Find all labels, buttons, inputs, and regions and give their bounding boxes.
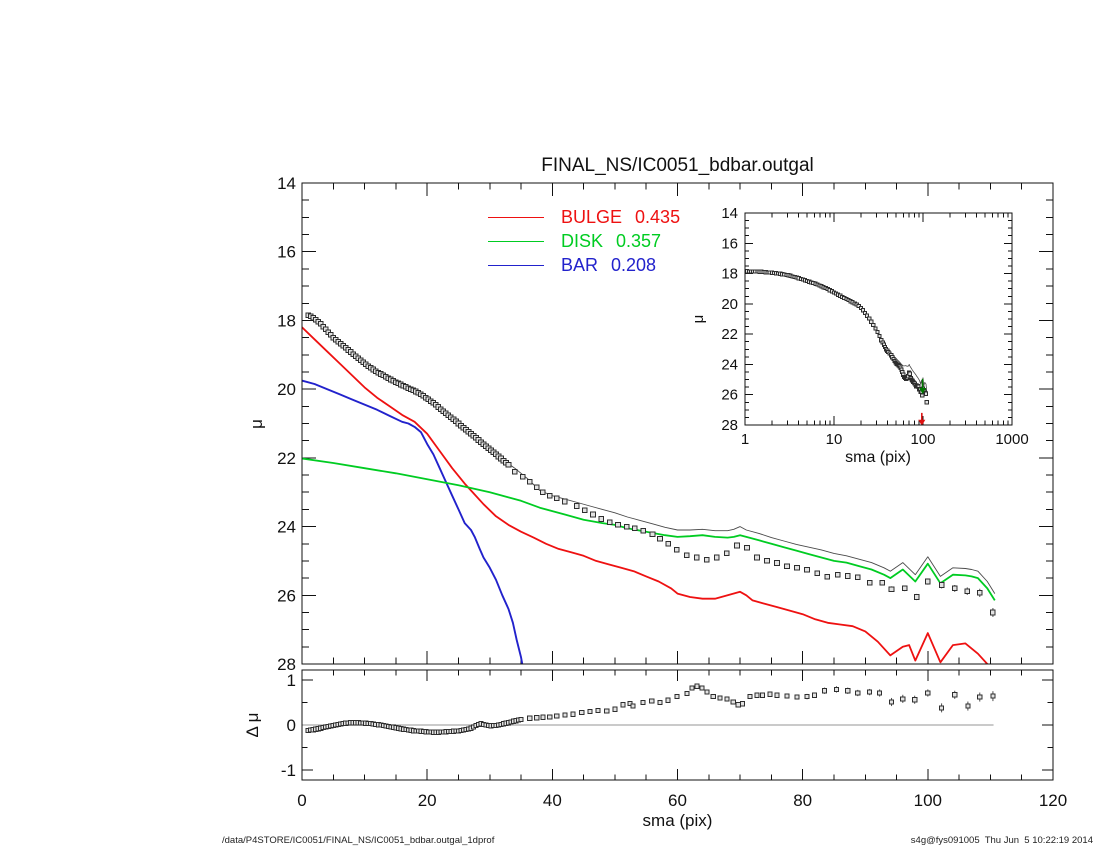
axis-text: 28: [277, 655, 296, 674]
legend-value-bar: 0.208: [611, 254, 657, 275]
bar-line-swatch: [488, 264, 544, 266]
axis-text: 20: [418, 791, 437, 810]
residual-tick-labels: 10-10 20 40 60 80 100 120: [281, 671, 1067, 810]
residual-y-axis-label: Δ μ: [243, 713, 262, 738]
main-series: [302, 312, 996, 664]
axis-text: 24: [721, 356, 738, 373]
bulge-line-swatch: [488, 217, 544, 219]
disk-line-swatch: [488, 241, 544, 243]
axis-text: 10: [826, 431, 843, 448]
legend-row-bulge: BULGE 0.435: [488, 206, 680, 230]
inset-plot-area: 14 16 18 20 22 24 26 281 10 100 1000 sma (pix) μ: [690, 205, 1029, 466]
axis-text: -1: [281, 761, 296, 780]
inset-tick-labels: 14 16 18 20 22 24 26 281 10 100 1000: [721, 205, 1028, 448]
axis-text: 80: [793, 791, 812, 810]
axis-text: 16: [277, 243, 296, 262]
residual-series: [302, 683, 996, 735]
down-arrow-icon: [919, 387, 927, 394]
axis-text: 100: [914, 791, 942, 810]
shared-x-axis-label: sma (pix): [643, 811, 713, 830]
axis-text: 1: [741, 431, 749, 448]
down-arrow-icon: [918, 419, 926, 425]
footer-file-path: /data/P4STORE/IC0051/FINAL_NS/IC0051_bdb…: [222, 835, 495, 846]
legend-label-bar: BAR: [561, 254, 599, 275]
axis-text: 20: [721, 296, 738, 313]
legend-value-bulge: 0.435: [635, 207, 681, 228]
legend-label-bulge: BULGE: [561, 207, 623, 228]
legend-value-disk: 0.357: [616, 231, 662, 252]
axis-text: 26: [277, 586, 296, 605]
axis-text: 1: [287, 671, 296, 690]
axis-text: 120: [1039, 791, 1067, 810]
inset-x-axis-label: sma (pix): [845, 449, 911, 466]
axis-text: 100: [910, 431, 935, 448]
axis-text: 24: [277, 518, 296, 537]
page-title: FINAL_NS/IC0051_bdbar.outgal: [541, 155, 814, 176]
legend-row-bar: BAR 0.208: [488, 253, 680, 277]
axis-text: 28: [721, 417, 738, 434]
axis-text: 18: [721, 266, 738, 283]
footer-user-timestamp: s4g@fys091005 Thu Jun 5 10:22:19 2014: [910, 835, 1093, 846]
axis-text: 14: [277, 174, 296, 193]
main-plot-area: 14 16 18 20 22 24 26 28 μ: [247, 174, 1054, 674]
main-y-axis-label: μ: [247, 419, 266, 429]
axis-text: 20: [277, 380, 296, 399]
axis-text: 60: [668, 791, 687, 810]
legend: BULGE 0.435 DISK 0.357 BAR 0.208: [488, 206, 680, 277]
axis-text: 22: [721, 326, 738, 343]
axis-text: 0: [287, 716, 296, 735]
axis-text: 16: [721, 235, 738, 252]
axis-text: 0: [297, 791, 306, 810]
axis-text: 18: [277, 311, 296, 330]
legend-row-disk: DISK 0.357: [488, 230, 680, 254]
axis-text: 14: [721, 205, 738, 222]
main-y-tick-labels: 14 16 18 20 22 24 26 28: [277, 174, 296, 674]
axis-text: 1000: [995, 431, 1028, 448]
legend-label-disk: DISK: [561, 231, 604, 252]
inset-y-axis-label: μ: [690, 315, 707, 324]
axis-text: 40: [543, 791, 562, 810]
axis-text: 22: [277, 449, 296, 468]
axis-text: 26: [721, 387, 738, 404]
inset-series: [745, 269, 929, 425]
